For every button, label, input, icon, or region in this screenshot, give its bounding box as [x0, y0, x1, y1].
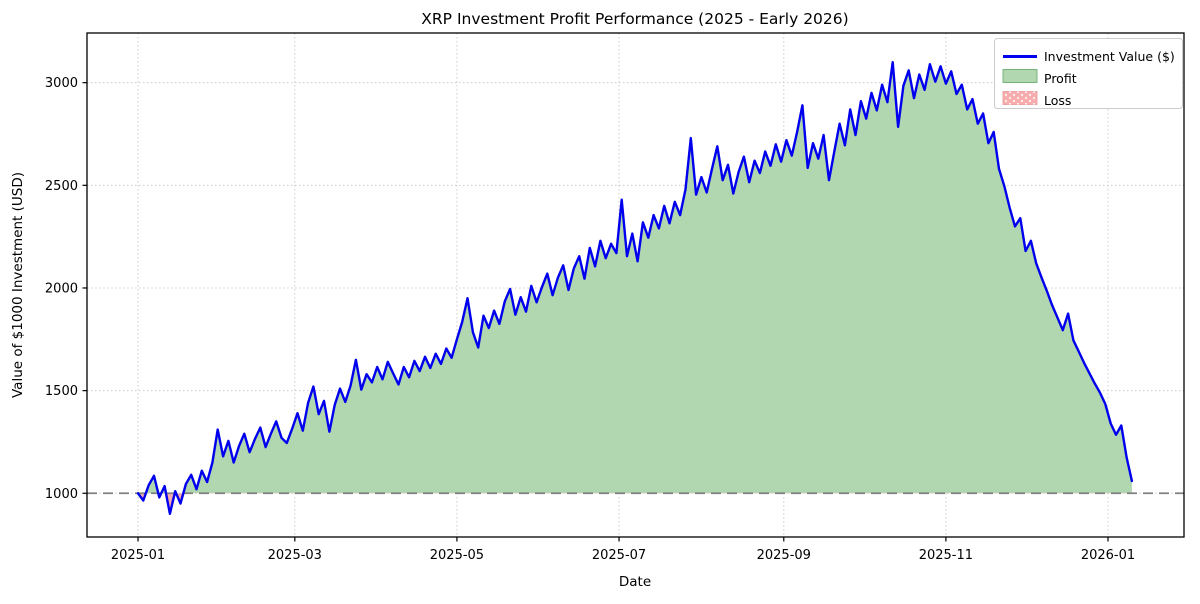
legend-box: [994, 38, 1183, 109]
chart-title: XRP Investment Profit Performance (2025 …: [421, 10, 848, 28]
legend-label-profit: Profit: [1044, 71, 1077, 86]
y-tick-label: 1000: [45, 487, 78, 502]
y-axis-label: Value of $1000 Investment (USD): [10, 172, 26, 398]
x-axis-label: Date: [619, 574, 651, 590]
legend-loss-swatch-hatch: [1003, 91, 1037, 105]
legend-label-loss: Loss: [1044, 93, 1071, 108]
y-axis-tick-labels: 1000 1500 2000 2500 3000: [45, 76, 78, 502]
y-tick-label: 2000: [45, 281, 78, 296]
legend: Investment Value ($) Profit Loss: [994, 38, 1183, 109]
x-tick-label: 2025-03: [268, 548, 322, 563]
x-tick-label: 2025-01: [111, 548, 165, 563]
x-tick-label: 2025-09: [757, 548, 811, 563]
x-tick-label: 2025-11: [919, 548, 973, 563]
x-axis-tick-labels: 2025-01 2025-03 2025-05 2025-07 2025-09 2025-…: [111, 548, 1135, 563]
x-tick-label: 2025-07: [592, 548, 646, 563]
investment-value-line: [136, 61, 1134, 515]
y-tick-label: 1500: [45, 384, 78, 399]
plot-border: [86, 32, 1185, 538]
legend-profit-swatch: [1002, 69, 1038, 83]
x-tick-label: 2026-01: [1081, 548, 1135, 563]
legend-label-investment: Investment Value ($): [1044, 49, 1175, 64]
profit-area: [145, 62, 1132, 494]
tick-marks: [82, 82, 1109, 542]
x-tick-label: 2025-05: [430, 548, 484, 563]
y-tick-label: 2500: [45, 179, 78, 194]
y-tick-label: 3000: [45, 76, 78, 91]
